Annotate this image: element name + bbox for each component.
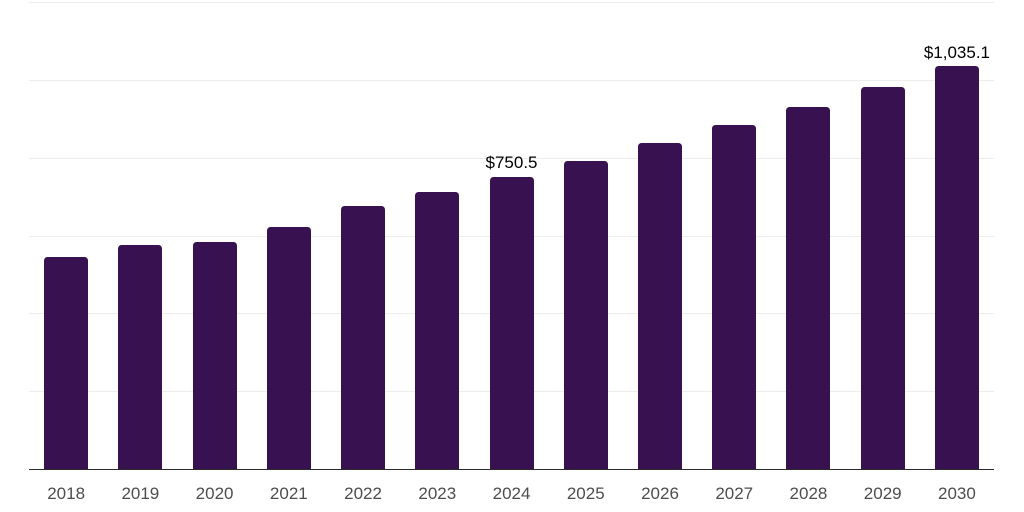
bar-2018 <box>44 256 89 469</box>
gridline <box>29 2 994 3</box>
x-tick-label: 2020 <box>195 484 234 503</box>
bar-column <box>103 2 177 469</box>
bar-2030 <box>934 66 979 469</box>
bar-2029 <box>860 86 905 469</box>
bar-2027 <box>712 125 757 469</box>
x-tick-label: 2019 <box>121 484 160 503</box>
plot-area: $750.5 $1,035.1 <box>29 2 994 469</box>
bar-2023 <box>415 191 460 469</box>
bar-column <box>771 2 845 469</box>
bar-column: $1,035.1 <box>920 2 994 469</box>
bar-column <box>697 2 771 469</box>
bar-2022 <box>341 205 386 469</box>
x-tick-label: 2018 <box>47 484 86 503</box>
bar-column <box>400 2 474 469</box>
x-tick-label: 2024 <box>492 484 531 503</box>
bar-value-label: $1,035.1 <box>923 42 991 62</box>
bar-column <box>549 2 623 469</box>
x-tick-label: 2025 <box>566 484 605 503</box>
bar-2024 <box>489 176 534 469</box>
bar-2020 <box>192 242 237 469</box>
x-axis-tick-labels: 2018 2019 2020 2021 2022 2023 2024 2025 2026 2027… <box>29 484 994 503</box>
x-tick-label: 2027 <box>715 484 754 503</box>
x-axis-line <box>29 468 994 470</box>
x-tick-label: 2022 <box>344 484 382 503</box>
gridline <box>29 79 994 81</box>
bar-2021 <box>266 227 311 469</box>
bar-column <box>29 2 103 469</box>
x-tick-label: 2028 <box>789 484 828 503</box>
bar-2025 <box>563 160 608 469</box>
x-tick-label: 2021 <box>269 484 308 503</box>
gridline <box>29 157 994 159</box>
bar-2026 <box>637 143 682 469</box>
bar-column <box>623 2 697 469</box>
bar-2019 <box>118 244 163 469</box>
bar-column <box>177 2 251 469</box>
x-tick-label: 2023 <box>418 484 457 503</box>
bar-column <box>846 2 920 469</box>
bar-value-label: $750.5 <box>485 153 538 173</box>
x-tick-label: 2026 <box>641 484 679 503</box>
x-tick-label: 2029 <box>863 484 902 503</box>
x-tick-label: 2030 <box>938 484 976 503</box>
bar-column <box>326 2 400 469</box>
bar-column: $750.5 <box>474 2 548 469</box>
bar-2028 <box>786 106 831 469</box>
bar-column <box>252 2 326 469</box>
